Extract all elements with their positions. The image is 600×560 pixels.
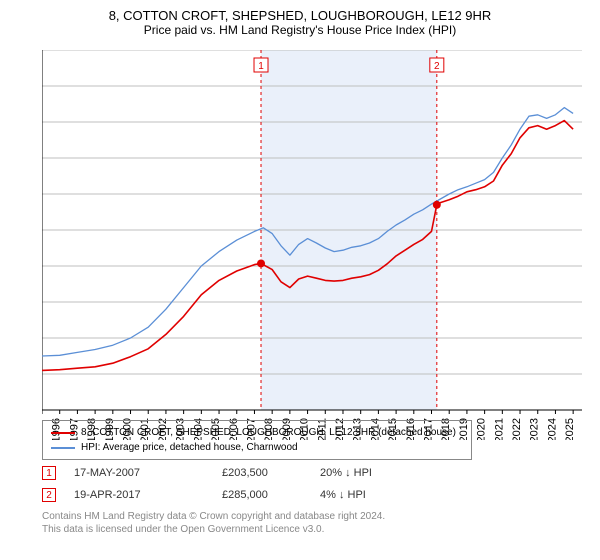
svg-text:2021: 2021 [493,418,505,440]
svg-text:2: 2 [434,61,440,72]
svg-text:2024: 2024 [546,418,558,440]
legend-item: 8, COTTON CROFT, SHEPSHED, LOUGHBOROUGH,… [51,425,463,440]
sale-row: 2 19-APR-2017 £285,000 4% ↓ HPI [42,484,410,506]
footer-attribution: Contains HM Land Registry data © Crown c… [42,510,385,536]
sale-hpi-diff: 4% ↓ HPI [320,489,410,501]
legend-swatch [51,447,75,449]
sales-table: 1 17-MAY-2007 £203,500 20% ↓ HPI 2 19-APR-201… [42,462,410,506]
legend-item: HPI: Average price, detached house, Char… [51,440,463,455]
legend-label: HPI: Average price, detached house, Char… [81,440,298,455]
chart-plot-area: £0£50K£100K£150K£200K£250K£300K£350K£400… [42,50,582,410]
svg-text:2023: 2023 [529,418,541,440]
sale-marker: 1 [42,466,56,480]
svg-text:2025: 2025 [564,418,576,440]
sale-date: 17-MAY-2007 [74,467,204,479]
legend-swatch [51,432,75,434]
sale-date: 19-APR-2017 [74,489,204,501]
svg-text:1: 1 [258,61,264,72]
title-block: 8, COTTON CROFT, SHEPSHED, LOUGHBOROUGH,… [0,0,600,37]
sale-row: 1 17-MAY-2007 £203,500 20% ↓ HPI [42,462,410,484]
sale-hpi-diff: 20% ↓ HPI [320,467,410,479]
footer-line-1: Contains HM Land Registry data © Crown c… [42,510,385,523]
legend: 8, COTTON CROFT, SHEPSHED, LOUGHBOROUGH,… [42,420,472,460]
footer-line-2: This data is licensed under the Open Gov… [42,523,385,536]
svg-text:2020: 2020 [476,418,488,440]
chart-title: 8, COTTON CROFT, SHEPSHED, LOUGHBOROUGH,… [0,8,600,23]
chart-subtitle: Price paid vs. HM Land Registry's House … [0,23,600,37]
chart-container: 8, COTTON CROFT, SHEPSHED, LOUGHBOROUGH,… [0,0,600,560]
chart-svg: £0£50K£100K£150K£200K£250K£300K£350K£400… [42,50,582,440]
sale-marker: 2 [42,488,56,502]
svg-text:2022: 2022 [511,418,523,440]
sale-price: £285,000 [222,489,302,501]
legend-label: 8, COTTON CROFT, SHEPSHED, LOUGHBOROUGH,… [81,425,456,440]
sale-price: £203,500 [222,467,302,479]
